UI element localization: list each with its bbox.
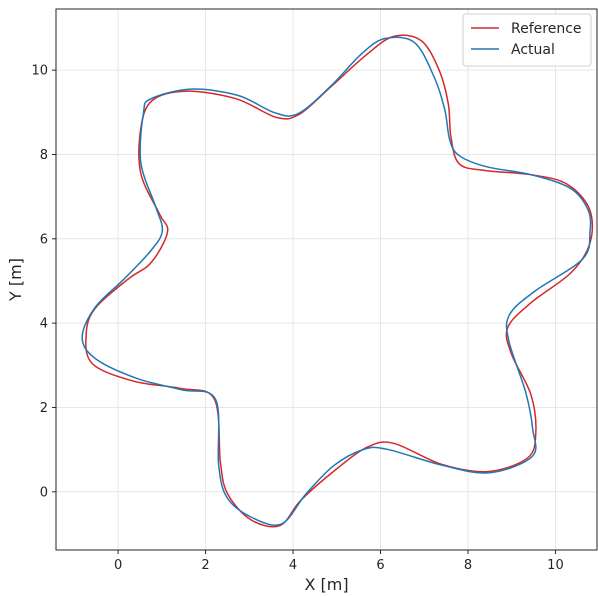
x-tick-label: 2: [201, 558, 209, 573]
y-tick-label: 6: [40, 232, 48, 247]
y-axis-label: Y [m]: [6, 258, 25, 302]
x-tick-label: 10: [547, 558, 564, 573]
x-tick-label: 4: [289, 558, 297, 573]
grid: [56, 9, 597, 550]
legend-box: [462, 13, 592, 67]
y-tick-label: 10: [31, 64, 48, 79]
actual-line: [81, 36, 592, 526]
x-tick-label: 0: [114, 558, 122, 573]
x-axis-label: X [m]: [304, 575, 348, 594]
plot-frame: [55, 8, 598, 551]
legend-label-reference: Reference: [511, 21, 582, 37]
x-tick-label: 8: [464, 558, 472, 573]
reference-line: [85, 34, 594, 528]
series-layer: [81, 34, 594, 528]
ticks: 0 2 4 6 8 10 0 2 4 6 8 10: [31, 64, 563, 573]
y-tick-label: 0: [40, 485, 48, 500]
x-tick-label: 6: [376, 558, 384, 573]
y-tick-label: 8: [40, 148, 48, 163]
y-tick-label: 2: [40, 401, 48, 416]
legend-label-actual: Actual: [511, 42, 555, 58]
legend: Reference Actual: [462, 13, 592, 67]
y-tick-label: 4: [40, 317, 48, 332]
